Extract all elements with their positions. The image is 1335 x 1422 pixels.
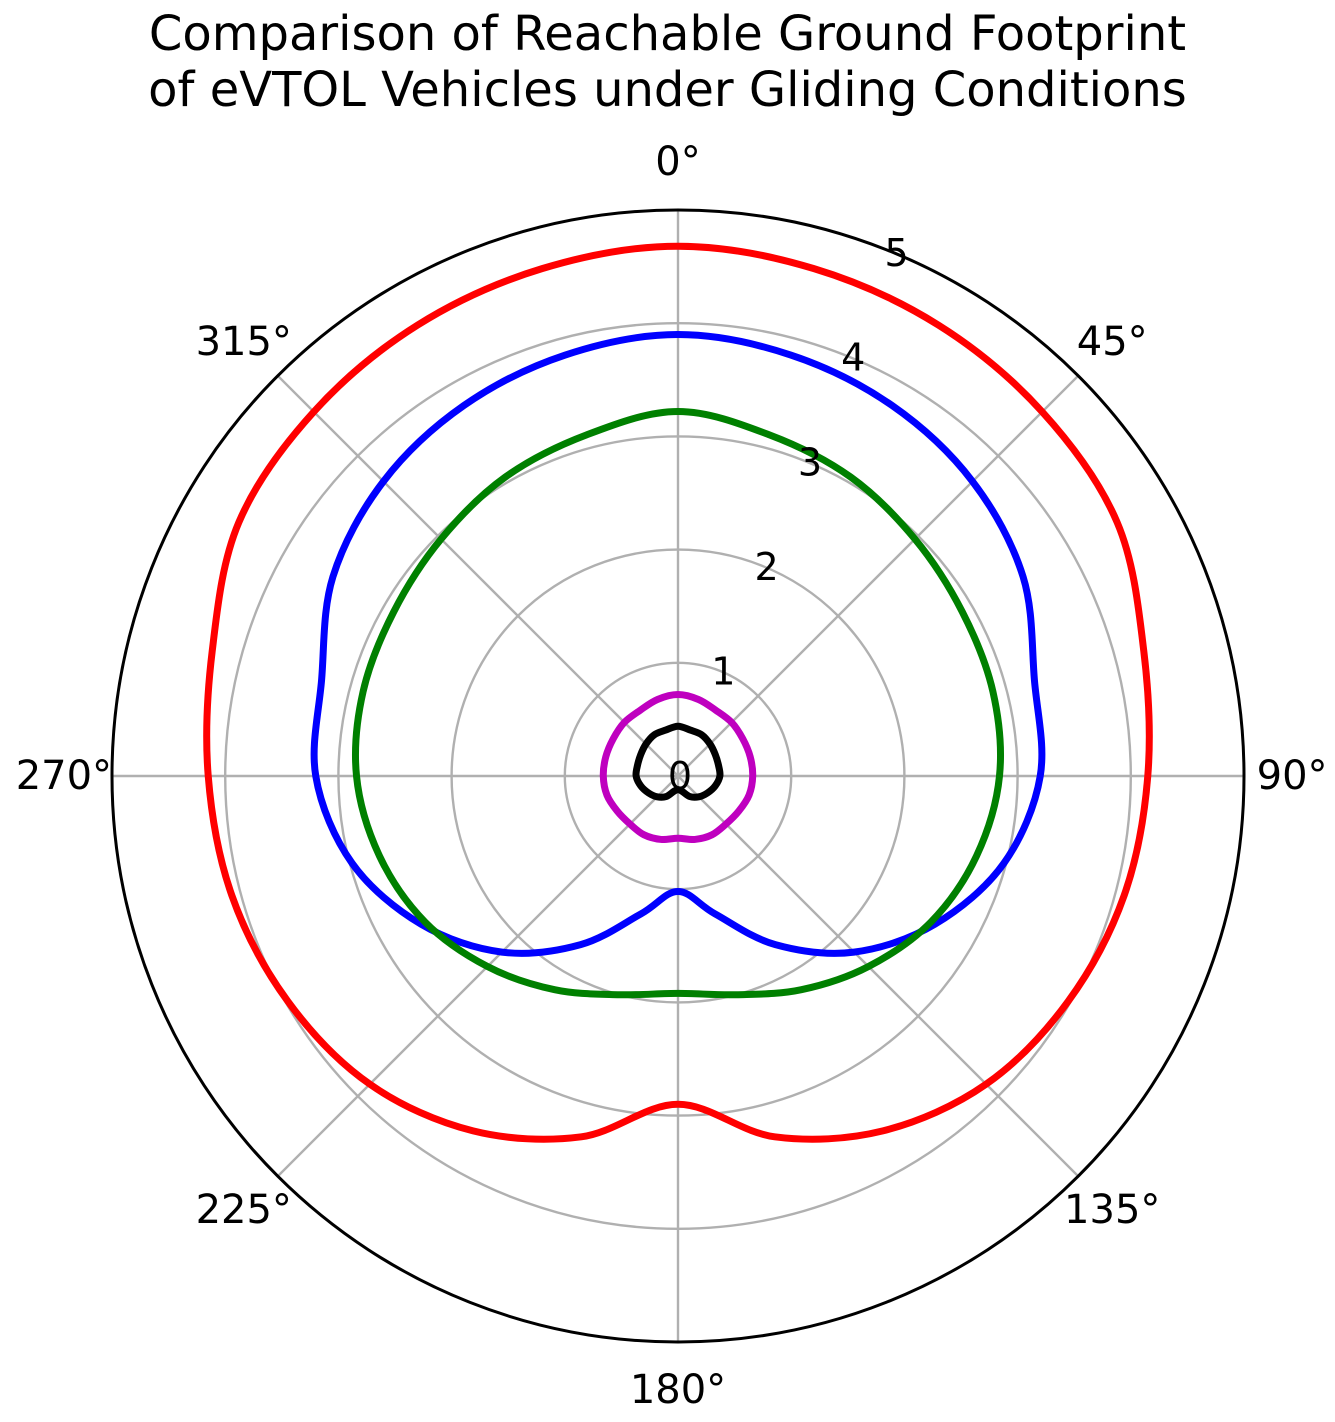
theta-tick-label: 90° [1257, 753, 1328, 799]
theta-tick-label: 270° [16, 753, 112, 799]
chart-title-line-2: of eVTOL Vehicles under Gliding Conditio… [148, 62, 1187, 118]
polar-frame [110, 208, 1246, 1344]
theta-tick-label: 225° [196, 1187, 292, 1233]
r-gridline [450, 548, 906, 1004]
theta-tick-label: 45° [1077, 319, 1148, 365]
r-tick-label: 3 [798, 440, 822, 484]
theta-tick-label: 315° [196, 319, 292, 365]
theta-gridline [276, 374, 679, 777]
series-line-5 [632, 722, 724, 801]
chart-title: Comparison of Reachable Ground Footprint… [0, 6, 1335, 118]
r-tick-label: 1 [711, 649, 735, 693]
theta-tick-label: 135° [1064, 1187, 1160, 1233]
r-gridline [337, 435, 1019, 1117]
theta-gridline [276, 775, 679, 1178]
label-layer: 0° 45° 90° 135° 180° 225° 270° 315° 0 1 2 3 4 5 [16, 139, 1328, 1413]
grid-layer [112, 210, 1244, 1342]
theta-gridline [677, 775, 1080, 1178]
series-layer [203, 242, 1153, 1143]
r-tick-label: 5 [885, 231, 909, 275]
r-tick-label: 2 [755, 545, 779, 589]
series-line-3 [352, 408, 1004, 999]
series-line-4 [599, 691, 757, 844]
r-tick-label: 0 [668, 754, 692, 798]
r-tick-label: 4 [841, 336, 865, 380]
series-line-1 [203, 242, 1153, 1143]
theta-tick-label: 180° [630, 1367, 726, 1413]
theta-tick-label: 0° [655, 139, 700, 185]
series-line-2 [310, 331, 1046, 957]
r-gridline [224, 322, 1132, 1230]
chart-title-line-1: Comparison of Reachable Ground Footprint [148, 6, 1187, 62]
theta-gridline [677, 374, 1080, 777]
